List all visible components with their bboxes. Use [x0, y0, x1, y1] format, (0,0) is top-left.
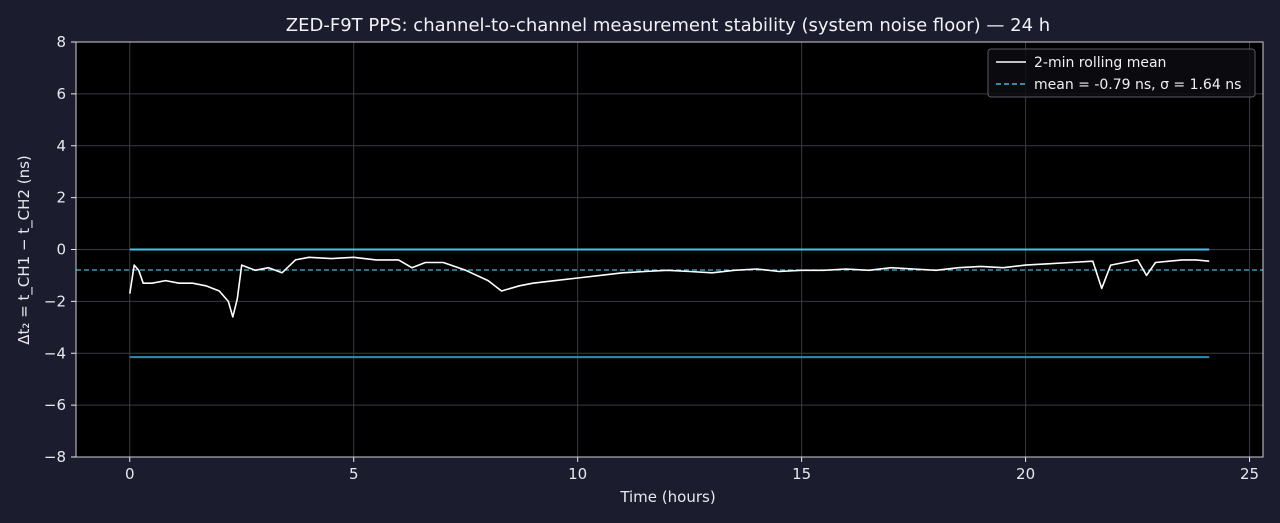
x-tick-label: 25 [1240, 465, 1259, 483]
y-tick-label: 8 [56, 33, 66, 51]
x-tick-label: 0 [125, 465, 135, 483]
x-axis: 0 5 10 15 20 25 [125, 457, 1259, 483]
legend-box [987, 48, 1256, 98]
y-axis: −8 −6 −4 −2 0 2 4 6 8 [44, 33, 76, 466]
y-tick-label: −2 [44, 292, 66, 310]
x-axis-label: Time (hours) [619, 488, 715, 506]
y-tick-label: 4 [56, 137, 66, 155]
legend-label: mean = -0.79 ns, σ = 1.64 ns [1034, 77, 1241, 93]
legend-label: 2-min rolling mean [1034, 55, 1166, 71]
legend: 2-min rolling mean mean = -0.79 ns, σ = 1… [987, 48, 1256, 98]
chart-title: ZED-F9T PPS: channel-to-channel measurem… [286, 15, 1050, 36]
x-tick-label: 15 [792, 465, 811, 483]
y-tick-label: 2 [56, 189, 66, 207]
y-axis-label: Δt₂ = t_CH1 − t_CH2 (ns) [15, 155, 34, 345]
series-rolling-mean [129, 256, 1210, 318]
series-layer [76, 248, 1263, 359]
x-tick-label: 20 [1016, 465, 1035, 483]
y-tick-label: 0 [56, 241, 66, 259]
x-tick-label: 10 [568, 465, 587, 483]
y-tick-label: −4 [44, 344, 66, 362]
y-tick-label: 6 [56, 85, 66, 103]
y-tick-label: −6 [44, 396, 66, 414]
x-tick-label: 5 [349, 465, 359, 483]
y-tick-label: −8 [44, 448, 66, 466]
